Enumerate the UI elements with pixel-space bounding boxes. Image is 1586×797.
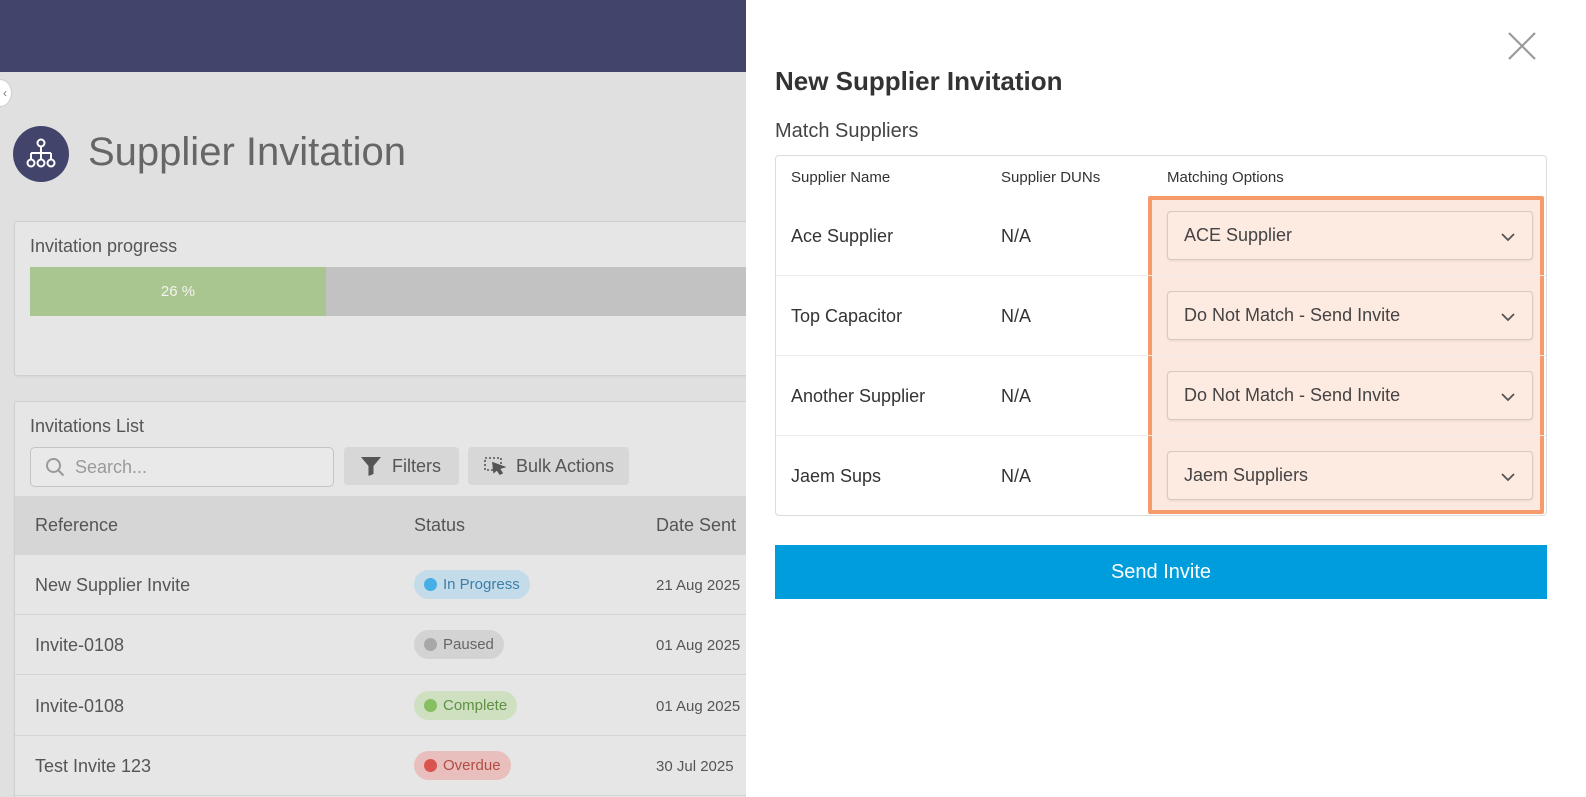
supplier-duns: N/A: [1001, 386, 1032, 406]
invitations-list-card: Invitations List Filters Bulk Actions Re…: [14, 401, 760, 797]
pointer-select-icon: [484, 457, 506, 476]
close-icon: [1508, 32, 1536, 60]
background-page: ‹ Supplier Invitation Invitation progres…: [0, 0, 760, 797]
supplier-row: Top Capacitor N/A: [776, 276, 1546, 356]
chevron-down-icon: [1501, 473, 1515, 482]
search-box[interactable]: [30, 447, 334, 487]
table-row[interactable]: New Supplier Invite In Progress 21 Aug 2…: [15, 555, 760, 615]
progress-label: 26 %: [160, 283, 196, 300]
close-button[interactable]: [1506, 30, 1538, 62]
supplier-row: Another Supplier N/A: [776, 356, 1546, 436]
matching-option-select[interactable]: Do Not Match - Send Invite: [1167, 291, 1533, 340]
status-badge: In Progress: [414, 570, 530, 599]
sidebar-collapse-button[interactable]: ‹: [0, 79, 12, 107]
progress-bar: 26 %: [30, 267, 760, 316]
status-badge: Overdue: [414, 751, 511, 780]
column-header-status[interactable]: Status: [414, 515, 466, 535]
chevron-down-icon: [1501, 233, 1515, 242]
date-cell: 01 Aug 2025: [656, 637, 741, 654]
chevron-down-icon: [1501, 393, 1515, 402]
search-icon: [46, 458, 65, 477]
invitation-progress-card: Invitation progress 26 %: [14, 221, 760, 376]
reference-cell: New Supplier Invite: [35, 575, 191, 595]
matching-option-select[interactable]: Do Not Match - Send Invite: [1167, 371, 1533, 420]
table-row[interactable]: Invite-0108 Paused 01 Aug 2025: [15, 615, 760, 675]
new-supplier-invitation-panel: New Supplier Invitation Match Suppliers …: [746, 0, 1586, 797]
date-cell: 21 Aug 2025: [656, 577, 741, 594]
supplier-duns: N/A: [1001, 466, 1032, 486]
status-badge: Paused: [414, 630, 504, 659]
matching-option-select[interactable]: Jaem Suppliers: [1167, 451, 1533, 500]
chevron-down-icon: [1501, 313, 1515, 322]
bulk-actions-button[interactable]: Bulk Actions: [468, 447, 629, 485]
supplier-duns: N/A: [1001, 306, 1032, 326]
supplier-row: Ace Supplier N/A: [776, 196, 1546, 276]
supplier-name: Another Supplier: [791, 386, 926, 406]
matching-option-value: ACE Supplier: [1184, 225, 1293, 245]
top-header-bar: [0, 0, 760, 72]
status-dot-icon: [424, 759, 437, 772]
panel-title: New Supplier Invitation: [775, 66, 1063, 96]
filters-label: Filters: [392, 455, 441, 476]
supplier-name: Ace Supplier: [791, 226, 894, 246]
column-header-supplier-name: Supplier Name: [791, 169, 891, 186]
column-header-date-sent[interactable]: Date Sent: [656, 515, 737, 535]
matching-option-value: Do Not Match - Send Invite: [1184, 385, 1401, 405]
supplier-row: Jaem Sups N/A: [776, 436, 1546, 516]
status-badge: Complete: [414, 691, 518, 720]
page-title: Supplier Invitation: [88, 130, 406, 174]
bulk-actions-label: Bulk Actions: [516, 455, 615, 476]
progress-bar-fill: 26 %: [30, 267, 326, 316]
table-row[interactable]: Test Invite 123 Overdue 30 Jul 2025: [15, 736, 760, 796]
send-invite-button[interactable]: Send Invite: [775, 545, 1547, 599]
invitations-table-header: Reference Status Date Sent: [15, 496, 760, 555]
supplier-name: Jaem Sups: [791, 466, 882, 486]
matching-option-value: Do Not Match - Send Invite: [1184, 305, 1401, 325]
column-header-matching-options: Matching Options: [1167, 169, 1284, 186]
reference-cell: Invite-0108: [35, 635, 125, 655]
column-header-reference[interactable]: Reference: [35, 515, 119, 535]
funnel-icon: [361, 457, 381, 476]
matching-option-value: Jaem Suppliers: [1184, 465, 1309, 485]
filters-button[interactable]: Filters: [344, 447, 459, 485]
supplier-duns: N/A: [1001, 226, 1032, 246]
reference-cell: Test Invite 123: [35, 756, 152, 776]
status-dot-icon: [424, 638, 437, 651]
date-cell: 30 Jul 2025: [656, 758, 734, 775]
progress-card-title: Invitation progress: [30, 236, 178, 256]
search-input[interactable]: [75, 456, 305, 478]
match-suppliers-heading: Match Suppliers: [775, 120, 919, 142]
table-row[interactable]: Invite-0108 Complete 01 Aug 2025: [15, 676, 760, 736]
matching-option-select[interactable]: ACE Supplier: [1167, 211, 1533, 260]
status-dot-icon: [424, 699, 437, 712]
match-suppliers-table: Supplier Name Supplier DUNs Matching Opt…: [775, 155, 1547, 516]
supplier-name: Top Capacitor: [791, 306, 903, 326]
org-chart-icon: [13, 126, 69, 182]
date-cell: 01 Aug 2025: [656, 698, 741, 715]
column-header-supplier-duns: Supplier DUNs: [1001, 169, 1101, 186]
invitations-list-title: Invitations List: [30, 416, 145, 436]
status-dot-icon: [424, 578, 437, 591]
reference-cell: Invite-0108: [35, 696, 125, 716]
